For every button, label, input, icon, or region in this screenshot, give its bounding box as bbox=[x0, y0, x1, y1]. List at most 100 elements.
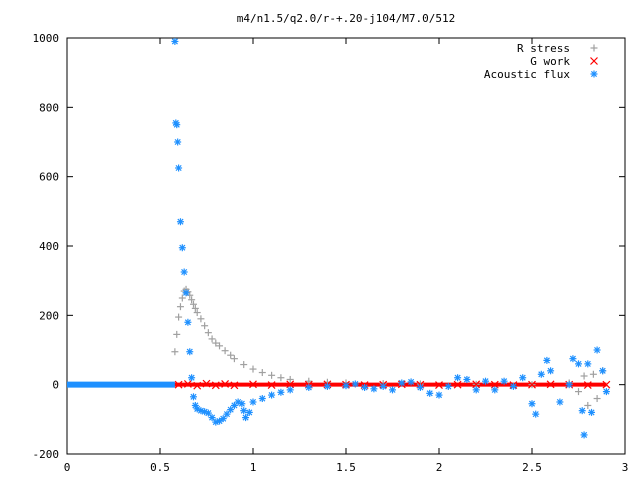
x-axis: 0 0.5 1 1.5 2 2.5 3 bbox=[64, 38, 629, 474]
data-point bbox=[500, 377, 508, 385]
data-point bbox=[193, 309, 201, 317]
y-tick-label: 0 bbox=[52, 379, 59, 392]
data-point bbox=[277, 388, 285, 396]
y-tick-label: 200 bbox=[39, 309, 59, 322]
data-point bbox=[201, 322, 209, 330]
data-point bbox=[463, 375, 471, 383]
data-point bbox=[188, 374, 196, 382]
data-point bbox=[472, 380, 481, 389]
data-point bbox=[528, 400, 536, 408]
data-point bbox=[286, 375, 294, 383]
data-point bbox=[547, 367, 555, 375]
data-point bbox=[491, 386, 499, 394]
data-point bbox=[242, 414, 250, 422]
data-point bbox=[583, 381, 592, 389]
data-point bbox=[175, 313, 183, 321]
data-point bbox=[249, 398, 257, 406]
y-tick-label: -200 bbox=[33, 448, 60, 461]
data-point bbox=[227, 351, 235, 359]
data-point bbox=[546, 380, 555, 389]
data-point bbox=[602, 388, 610, 396]
plot-area bbox=[66, 37, 626, 455]
data-point bbox=[240, 361, 248, 369]
legend-label: G work bbox=[530, 55, 570, 68]
data-point bbox=[407, 378, 415, 386]
data-point bbox=[245, 408, 253, 416]
data-point bbox=[305, 383, 313, 391]
data-point bbox=[351, 380, 359, 388]
data-point bbox=[444, 382, 452, 390]
data-point bbox=[230, 355, 238, 363]
data-point bbox=[183, 380, 192, 388]
x-tick-label: 3 bbox=[622, 461, 629, 474]
data-point bbox=[575, 388, 582, 396]
data-point bbox=[453, 380, 462, 389]
data-point bbox=[580, 431, 588, 439]
data-point bbox=[435, 381, 443, 389]
x-tick-label: 2 bbox=[436, 461, 443, 474]
y-tick-label: 1000 bbox=[33, 32, 60, 45]
data-point bbox=[204, 409, 212, 417]
data-point bbox=[249, 365, 257, 373]
data-point bbox=[188, 296, 196, 304]
data-point bbox=[472, 386, 480, 394]
y-tick-label: 400 bbox=[39, 240, 59, 253]
data-point bbox=[189, 393, 197, 401]
data-point bbox=[305, 377, 313, 385]
data-point bbox=[584, 401, 592, 409]
data-point bbox=[221, 347, 229, 355]
data-point bbox=[543, 356, 551, 364]
data-point bbox=[286, 380, 295, 389]
data-point bbox=[416, 383, 424, 391]
data-point bbox=[584, 360, 592, 368]
data-point bbox=[212, 339, 220, 347]
data-point bbox=[240, 407, 248, 415]
data-point bbox=[202, 379, 211, 388]
series-r-stress bbox=[171, 285, 607, 409]
data-point bbox=[180, 268, 188, 276]
data-point bbox=[593, 395, 601, 403]
data-point bbox=[575, 360, 582, 368]
data-point bbox=[216, 417, 224, 425]
data-point bbox=[267, 381, 276, 389]
data-point bbox=[173, 330, 181, 338]
data-point bbox=[519, 374, 527, 382]
data-marks bbox=[67, 37, 611, 439]
data-point bbox=[599, 367, 607, 375]
data-point bbox=[174, 380, 183, 389]
data-point bbox=[238, 400, 246, 408]
data-point bbox=[178, 244, 186, 252]
data-point bbox=[323, 382, 331, 390]
data-point bbox=[528, 380, 536, 389]
data-point bbox=[173, 121, 181, 129]
legend-label: Acoustic flux bbox=[484, 68, 570, 81]
x-tick-label: 1.5 bbox=[336, 461, 356, 474]
data-point bbox=[176, 303, 184, 311]
data-point bbox=[593, 346, 601, 354]
data-point bbox=[189, 300, 197, 308]
data-point bbox=[204, 329, 212, 337]
data-point bbox=[565, 381, 573, 389]
data-point bbox=[216, 342, 224, 350]
data-point bbox=[370, 385, 378, 393]
data-point bbox=[184, 318, 192, 326]
data-point bbox=[569, 355, 577, 363]
data-point bbox=[186, 291, 194, 299]
data-point bbox=[174, 138, 182, 146]
data-point bbox=[171, 348, 179, 356]
data-point bbox=[454, 374, 462, 382]
data-point bbox=[398, 379, 406, 387]
data-point bbox=[602, 380, 611, 389]
data-point bbox=[268, 391, 276, 399]
y-tick-label: 800 bbox=[39, 101, 59, 114]
data-point bbox=[258, 395, 266, 403]
data-point bbox=[221, 380, 230, 388]
data-point bbox=[342, 382, 350, 390]
data-point bbox=[426, 389, 434, 397]
data-point bbox=[211, 381, 220, 390]
data-point bbox=[277, 374, 285, 382]
chart-title: m4/n1.5/q2.0/r-+.20-j104/M7.0/512 bbox=[237, 12, 456, 25]
data-point bbox=[193, 381, 202, 390]
